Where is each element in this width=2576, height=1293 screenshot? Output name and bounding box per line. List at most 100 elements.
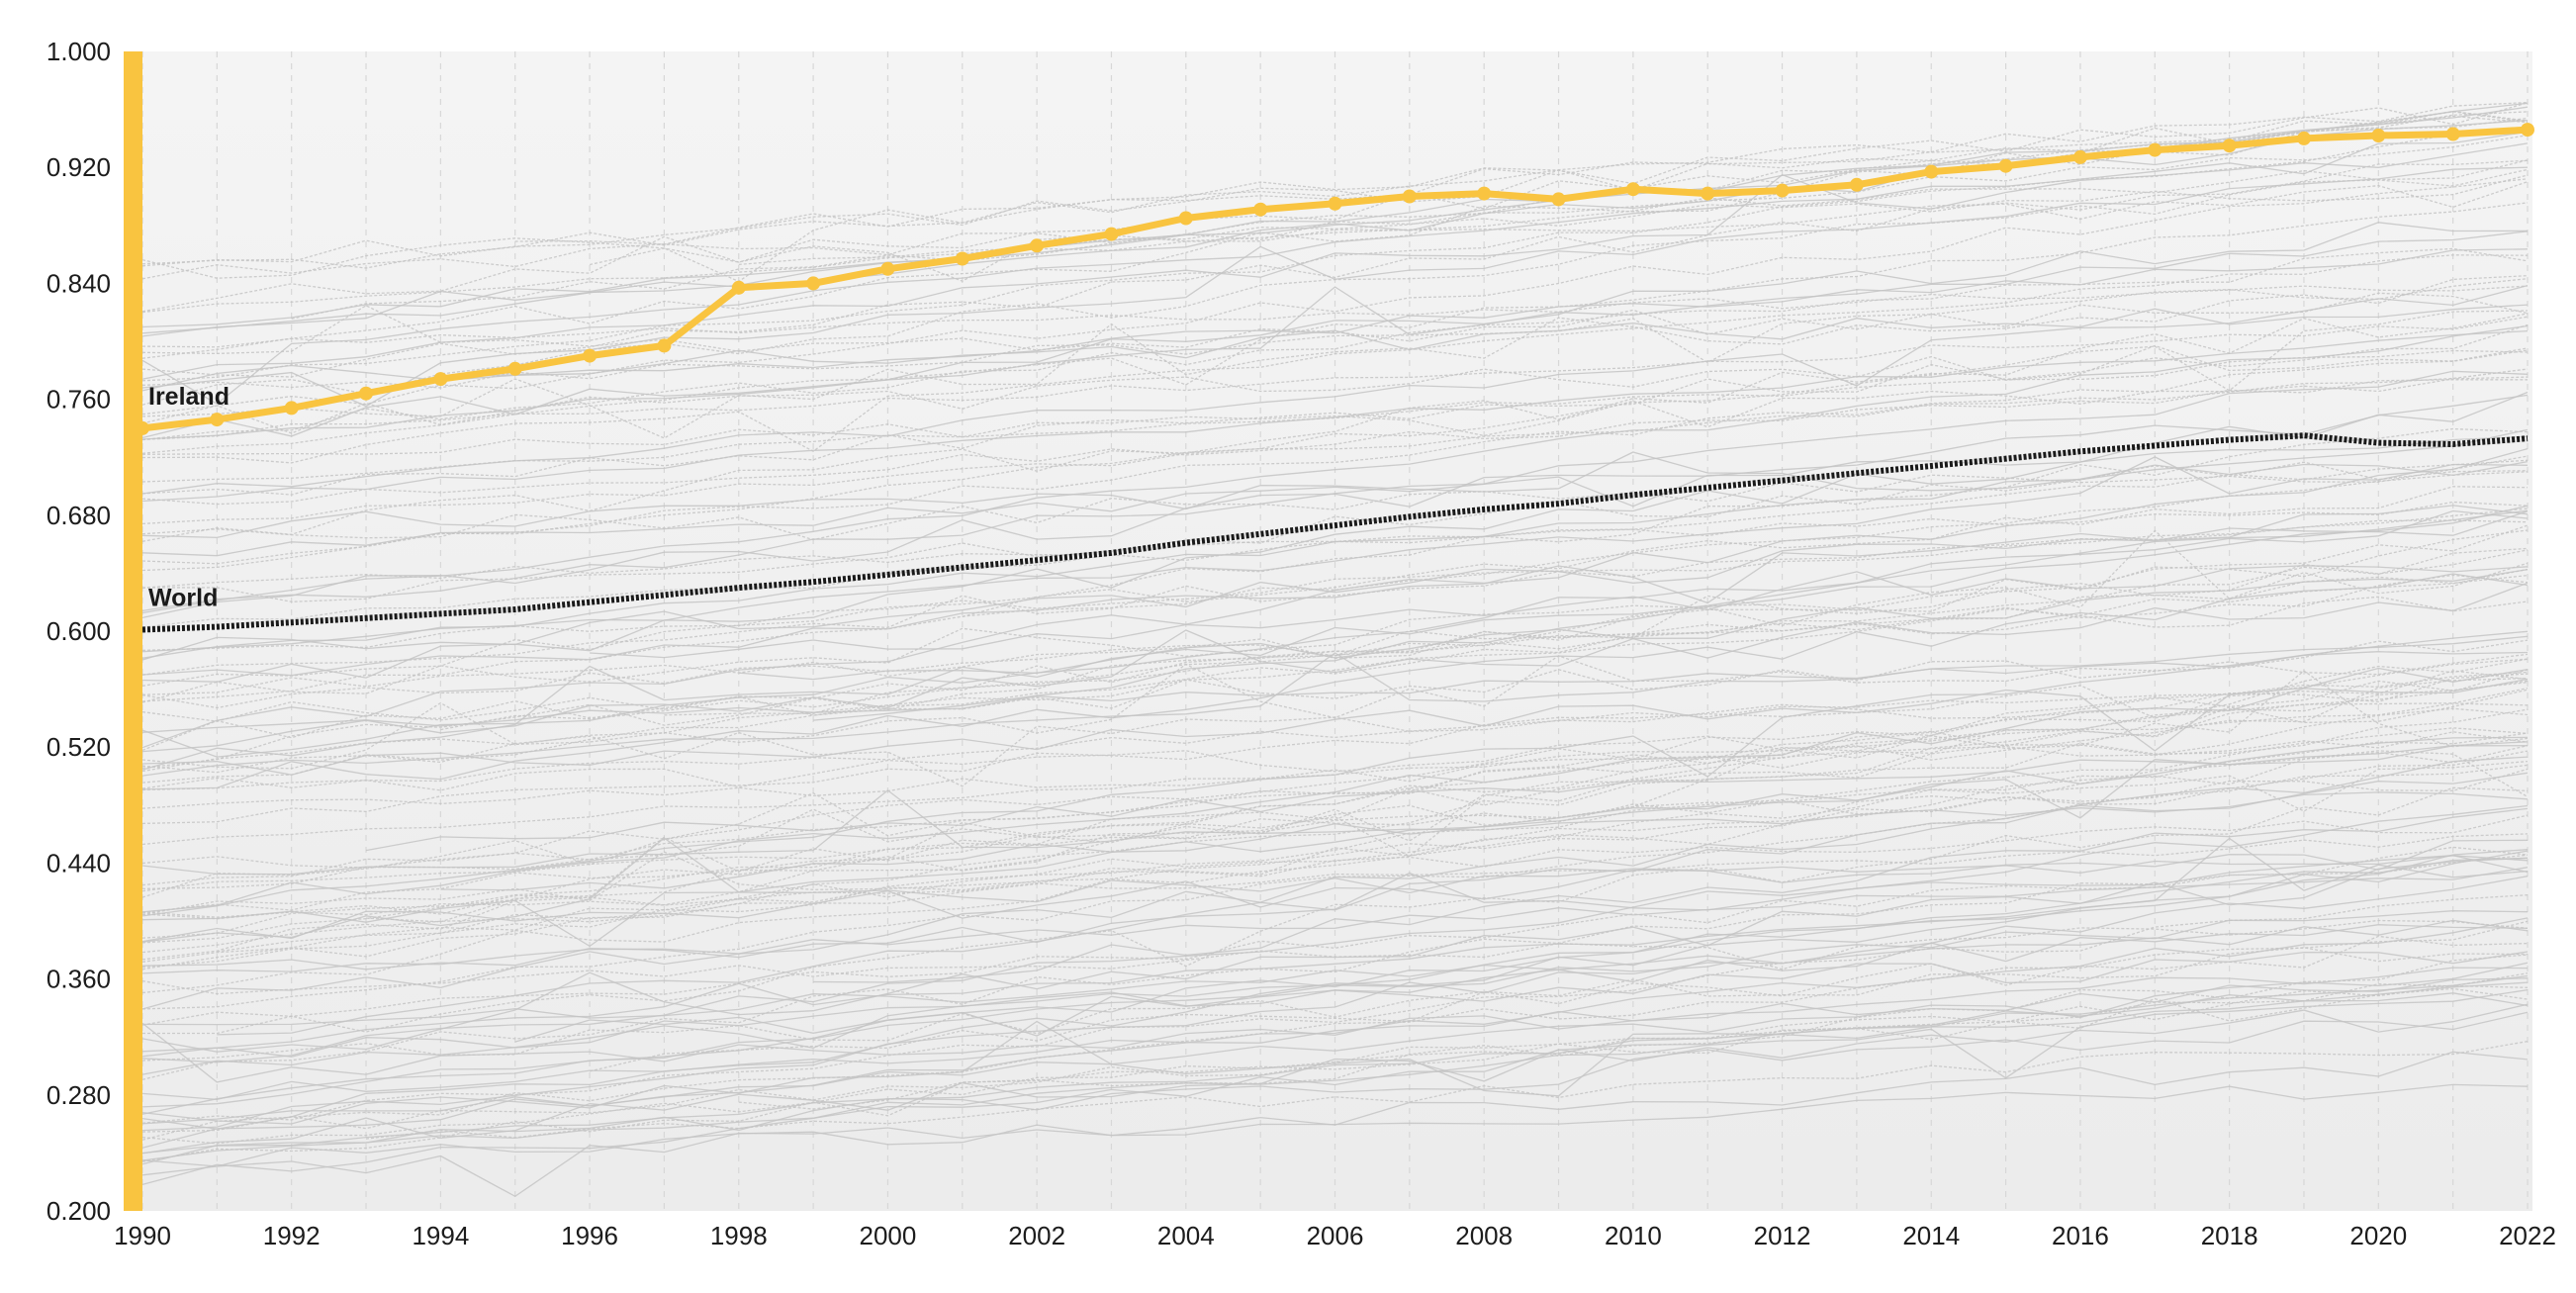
background-series-line [664, 524, 2529, 716]
data-point-ireland-2000 [880, 261, 895, 276]
x-tick-label: 2000 [860, 1221, 917, 1250]
background-series-line [141, 202, 2529, 454]
data-point-ireland-2003 [1104, 227, 1119, 241]
y-tick-label: 0.840 [46, 268, 111, 298]
x-tick-label: 1992 [263, 1221, 321, 1250]
background-series-line [141, 519, 2529, 652]
x-tick-label: 2020 [2349, 1221, 2407, 1250]
background-series-line [141, 456, 2529, 653]
background-series-line [141, 313, 2529, 542]
background-series-line [141, 789, 2529, 876]
background-series-line [141, 178, 2529, 416]
data-point-ireland-1996 [583, 348, 598, 363]
y-tick-label: 0.440 [46, 848, 111, 877]
background-series-line [141, 635, 2529, 777]
data-point-ireland-2019 [2297, 131, 2311, 145]
data-point-ireland-2010 [1625, 182, 1640, 197]
x-tick-label: 1996 [561, 1221, 618, 1250]
background-series-line [141, 376, 2529, 455]
background-series-line [141, 750, 2529, 963]
background-series-line [141, 732, 2529, 994]
background-series-line [141, 278, 2529, 389]
background-series-line [962, 486, 2529, 618]
background-series-line [141, 349, 2529, 483]
background-series-line [141, 984, 2529, 1133]
background-series-line [141, 972, 2529, 1145]
background-series-line [141, 687, 2529, 970]
background-series-line [589, 935, 2529, 1072]
x-tick-label: 2006 [1307, 1221, 1364, 1250]
background-series-line [141, 275, 2529, 439]
x-tick-label: 2018 [2201, 1221, 2258, 1250]
background-country-lines [141, 101, 2529, 1198]
background-series-line [141, 292, 2529, 355]
background-series-line [141, 967, 2529, 1101]
x-tick-label: 2010 [1605, 1221, 1662, 1250]
background-series-line [141, 304, 2529, 392]
background-series-line [141, 284, 2529, 495]
y-tick-label: 0.280 [46, 1080, 111, 1110]
background-series-line [141, 324, 2529, 614]
background-series-line [141, 529, 2529, 769]
x-tick-label: 2012 [1754, 1221, 1811, 1250]
background-series-line [141, 119, 2529, 334]
background-series-line [141, 917, 2529, 1149]
background-series-line [141, 988, 2529, 1161]
background-series-line [141, 111, 2529, 313]
background-series-line [141, 310, 2529, 572]
background-series-line [141, 323, 2529, 496]
y-tick-label: 0.920 [46, 152, 111, 182]
background-series-line [141, 427, 2529, 687]
background-series-line [141, 510, 2529, 661]
background-series-line [141, 651, 2529, 733]
x-tick-label: 2002 [1008, 1221, 1065, 1250]
y-tick-label: 0.600 [46, 616, 111, 646]
x-tick-label: 2014 [1902, 1221, 1960, 1250]
background-series-line [141, 962, 2529, 1125]
background-series-line [141, 428, 2529, 659]
background-series-line [141, 529, 2529, 703]
background-series-line [142, 786, 2529, 1035]
data-point-ireland-2011 [1701, 186, 1715, 201]
background-series-line [141, 247, 2529, 441]
data-point-ireland-2013 [1849, 177, 1864, 192]
background-series-line [141, 689, 2529, 898]
data-point-ireland-1997 [657, 338, 672, 353]
background-series-line [141, 435, 2529, 557]
data-point-ireland-2018 [2222, 139, 2237, 153]
background-series-line [141, 110, 2529, 269]
data-point-ireland-1991 [210, 413, 225, 427]
background-series-line [141, 501, 2529, 589]
background-series-line [141, 760, 2529, 892]
background-series-line [141, 547, 2529, 784]
data-point-ireland-1998 [731, 280, 746, 295]
background-series-line [217, 756, 2529, 1036]
background-series-line [141, 727, 2529, 969]
data-point-ireland-2012 [1775, 183, 1790, 198]
data-point-ireland-2016 [2072, 149, 2087, 164]
background-series-line [141, 920, 2529, 1141]
background-series-line [141, 855, 2529, 970]
background-series-line [141, 673, 2529, 787]
background-series-line [141, 368, 2529, 525]
data-point-ireland-2020 [2371, 129, 2386, 142]
background-series-line [141, 451, 2529, 539]
background-series-line [141, 741, 2529, 943]
background-series-line [141, 677, 2529, 920]
background-series-line [141, 846, 2529, 1080]
data-point-ireland-1993 [359, 386, 373, 401]
x-tick-label: 2008 [1455, 1221, 1513, 1250]
background-series-line [440, 549, 2529, 731]
background-series-line [141, 894, 2529, 1124]
background-series-line [738, 569, 2529, 681]
background-series-line [141, 1011, 2529, 1165]
background-series-line [141, 573, 2529, 790]
background-series-line [141, 876, 2529, 1132]
data-point-ireland-2006 [1328, 196, 1342, 211]
data-point-ireland-1992 [284, 401, 299, 416]
background-series-line [141, 344, 2529, 434]
background-series-line [141, 174, 2529, 280]
background-series-line [141, 285, 2529, 348]
x-tick-label: 1990 [114, 1221, 171, 1250]
background-series-line [141, 981, 2529, 1186]
